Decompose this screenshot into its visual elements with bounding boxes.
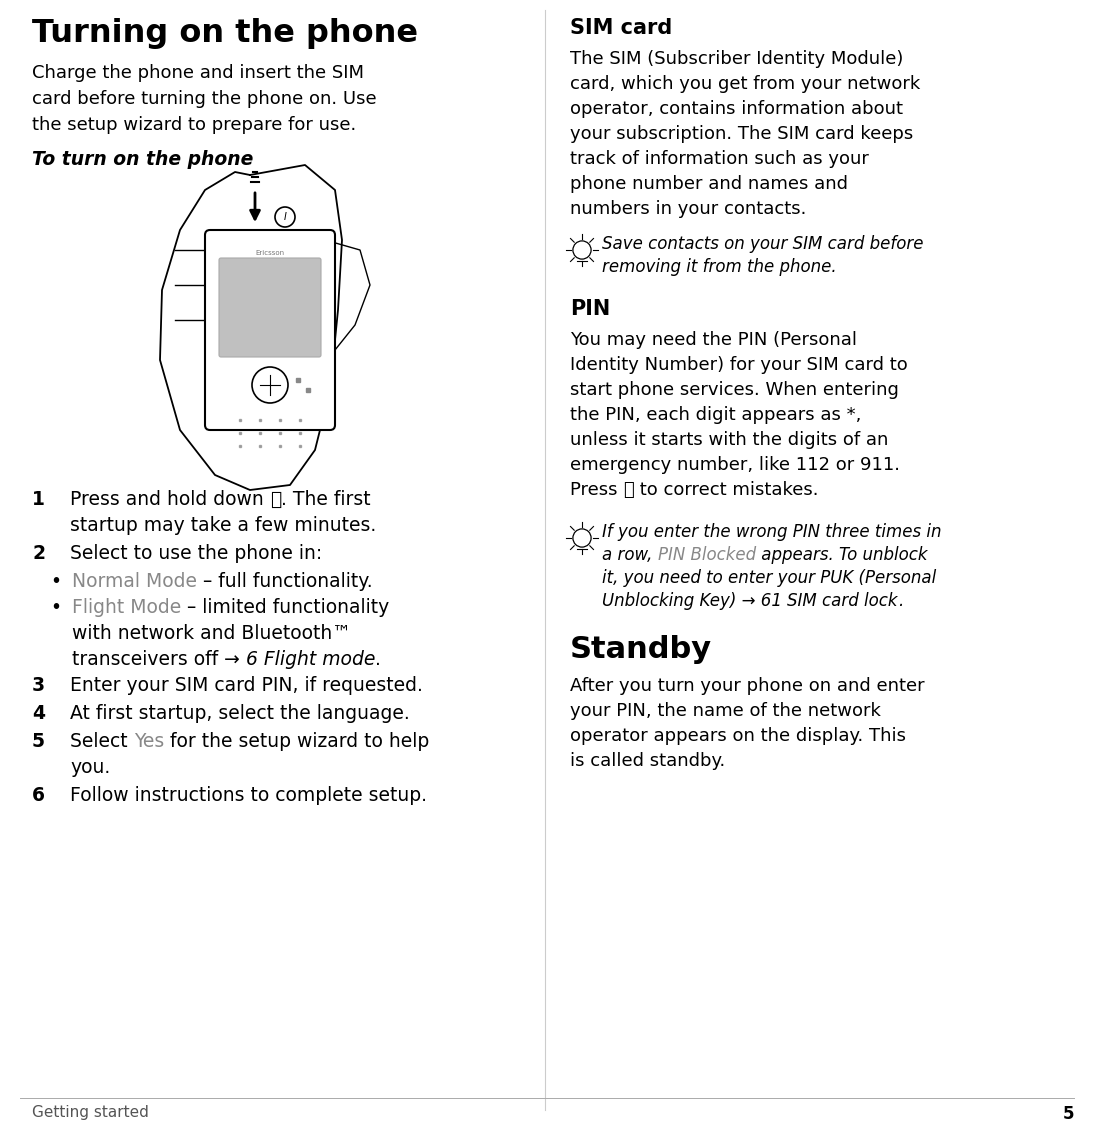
Text: Turning on the phone: Turning on the phone xyxy=(32,18,418,49)
Text: Standby: Standby xyxy=(570,634,712,664)
Text: card before turning the phone on. Use: card before turning the phone on. Use xyxy=(32,90,376,108)
Text: 5: 5 xyxy=(1062,1105,1074,1123)
Text: Identity Number) for your SIM card to: Identity Number) for your SIM card to xyxy=(570,356,908,374)
Text: Ⓒ: Ⓒ xyxy=(624,481,635,499)
Text: You may need the PIN (Personal: You may need the PIN (Personal xyxy=(570,331,857,349)
Text: 1: 1 xyxy=(32,490,45,509)
Text: Yes: Yes xyxy=(133,732,164,751)
Text: 4: 4 xyxy=(32,704,45,723)
Text: operator, contains information about: operator, contains information about xyxy=(570,100,903,118)
Text: 5: 5 xyxy=(32,732,45,751)
Text: for the setup wizard to help: for the setup wizard to help xyxy=(164,732,429,751)
Text: Select: Select xyxy=(70,732,133,751)
Text: Flight Mode: Flight Mode xyxy=(72,599,182,617)
Text: start phone services. When entering: start phone services. When entering xyxy=(570,381,899,399)
Text: •: • xyxy=(50,599,61,617)
Text: numbers in your contacts.: numbers in your contacts. xyxy=(570,200,806,218)
Text: card, which you get from your network: card, which you get from your network xyxy=(570,75,920,93)
Text: 6: 6 xyxy=(32,786,45,805)
Text: •: • xyxy=(50,572,61,591)
Text: After you turn your phone on and enter: After you turn your phone on and enter xyxy=(570,677,924,695)
Text: SIM card lock: SIM card lock xyxy=(788,592,898,610)
Text: Save contacts on your SIM card before: Save contacts on your SIM card before xyxy=(602,235,923,253)
Text: to correct mistakes.: to correct mistakes. xyxy=(635,481,818,499)
Text: Charge the phone and insert the SIM: Charge the phone and insert the SIM xyxy=(32,64,364,82)
Text: Follow instructions to complete setup.: Follow instructions to complete setup. xyxy=(70,786,427,805)
Text: unless it starts with the digits of an: unless it starts with the digits of an xyxy=(570,431,888,449)
Text: Ericsson: Ericsson xyxy=(255,250,284,256)
Text: Unblocking Key) → 61: Unblocking Key) → 61 xyxy=(602,592,788,610)
Text: Normal Mode: Normal Mode xyxy=(72,572,197,591)
Text: your PIN, the name of the network: your PIN, the name of the network xyxy=(570,702,881,720)
Text: 2: 2 xyxy=(32,544,45,563)
FancyBboxPatch shape xyxy=(219,258,321,357)
Text: SIM card: SIM card xyxy=(570,18,672,38)
Text: operator appears on the display. This: operator appears on the display. This xyxy=(570,727,906,745)
FancyBboxPatch shape xyxy=(205,230,335,430)
Text: startup may take a few minutes.: startup may take a few minutes. xyxy=(70,515,376,535)
Text: Enter your SIM card PIN, if requested.: Enter your SIM card PIN, if requested. xyxy=(70,676,423,695)
Text: Press and hold down: Press and hold down xyxy=(70,490,270,509)
Text: . The first: . The first xyxy=(281,490,371,509)
Text: If you enter the wrong PIN three times in: If you enter the wrong PIN three times i… xyxy=(602,523,942,541)
Text: Ⓘ: Ⓘ xyxy=(270,490,281,509)
Text: Getting started: Getting started xyxy=(32,1105,149,1120)
Text: emergency number, like 112 or 911.: emergency number, like 112 or 911. xyxy=(570,456,900,474)
Text: appears. To unblock: appears. To unblock xyxy=(756,546,928,564)
Text: your subscription. The SIM card keeps: your subscription. The SIM card keeps xyxy=(570,125,913,143)
Text: – full functionality.: – full functionality. xyxy=(197,572,373,591)
Text: you.: you. xyxy=(70,758,110,777)
Text: PIN: PIN xyxy=(570,299,610,319)
Text: the PIN, each digit appears as *,: the PIN, each digit appears as *, xyxy=(570,407,861,424)
Text: transceivers off →: transceivers off → xyxy=(72,650,246,669)
Text: Select to use the phone in:: Select to use the phone in: xyxy=(70,544,323,563)
Text: 3: 3 xyxy=(32,676,45,695)
Text: with network and Bluetooth™: with network and Bluetooth™ xyxy=(72,624,351,643)
Polygon shape xyxy=(160,165,342,490)
Text: phone number and names and: phone number and names and xyxy=(570,175,848,193)
Text: Press: Press xyxy=(570,481,624,499)
Text: I: I xyxy=(283,212,287,222)
Text: a row,: a row, xyxy=(602,546,657,564)
Text: removing it from the phone.: removing it from the phone. xyxy=(602,258,837,276)
Text: .: . xyxy=(375,650,381,669)
Text: At first startup, select the language.: At first startup, select the language. xyxy=(70,704,410,723)
Text: track of information such as your: track of information such as your xyxy=(570,150,869,168)
Text: is called standby.: is called standby. xyxy=(570,752,725,770)
Text: The SIM (Subscriber Identity Module): The SIM (Subscriber Identity Module) xyxy=(570,51,904,69)
Text: To turn on the phone: To turn on the phone xyxy=(32,150,254,168)
Text: it, you need to enter your PUK (Personal: it, you need to enter your PUK (Personal xyxy=(602,569,936,587)
Text: .: . xyxy=(898,592,903,610)
Text: PIN Blocked: PIN Blocked xyxy=(657,546,756,564)
Text: 6 Flight mode: 6 Flight mode xyxy=(246,650,375,669)
Text: – limited functionality: – limited functionality xyxy=(182,599,389,617)
Text: the setup wizard to prepare for use.: the setup wizard to prepare for use. xyxy=(32,116,357,134)
